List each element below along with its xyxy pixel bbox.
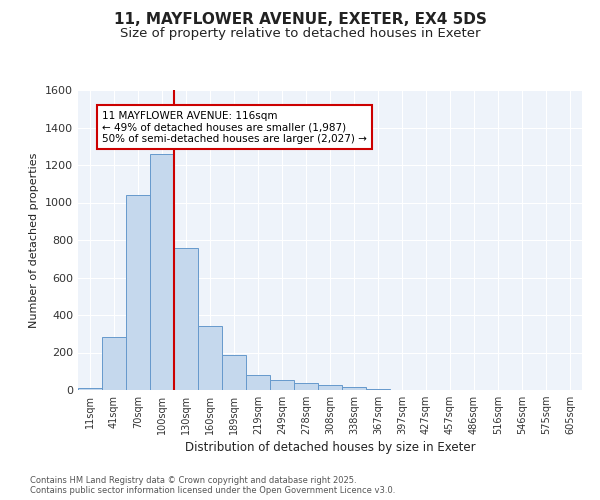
Bar: [342, 387, 366, 390]
Bar: [150, 154, 174, 390]
X-axis label: Distribution of detached houses by size in Exeter: Distribution of detached houses by size …: [185, 442, 475, 454]
Bar: [222, 356, 246, 390]
Text: Size of property relative to detached houses in Exeter: Size of property relative to detached ho…: [120, 28, 480, 40]
Text: Contains HM Land Registry data © Crown copyright and database right 2025.
Contai: Contains HM Land Registry data © Crown c…: [30, 476, 395, 495]
Bar: [126, 195, 150, 390]
Bar: [102, 336, 126, 390]
Bar: [174, 248, 198, 390]
Bar: [198, 326, 222, 390]
Bar: [366, 389, 390, 390]
Y-axis label: Number of detached properties: Number of detached properties: [29, 152, 40, 328]
Text: 11, MAYFLOWER AVENUE, EXETER, EX4 5DS: 11, MAYFLOWER AVENUE, EXETER, EX4 5DS: [113, 12, 487, 28]
Bar: [294, 382, 318, 390]
Bar: [318, 386, 342, 390]
Bar: [270, 380, 294, 390]
Text: 11 MAYFLOWER AVENUE: 116sqm
← 49% of detached houses are smaller (1,987)
50% of : 11 MAYFLOWER AVENUE: 116sqm ← 49% of det…: [102, 110, 367, 144]
Bar: [246, 375, 270, 390]
Bar: [78, 388, 102, 390]
